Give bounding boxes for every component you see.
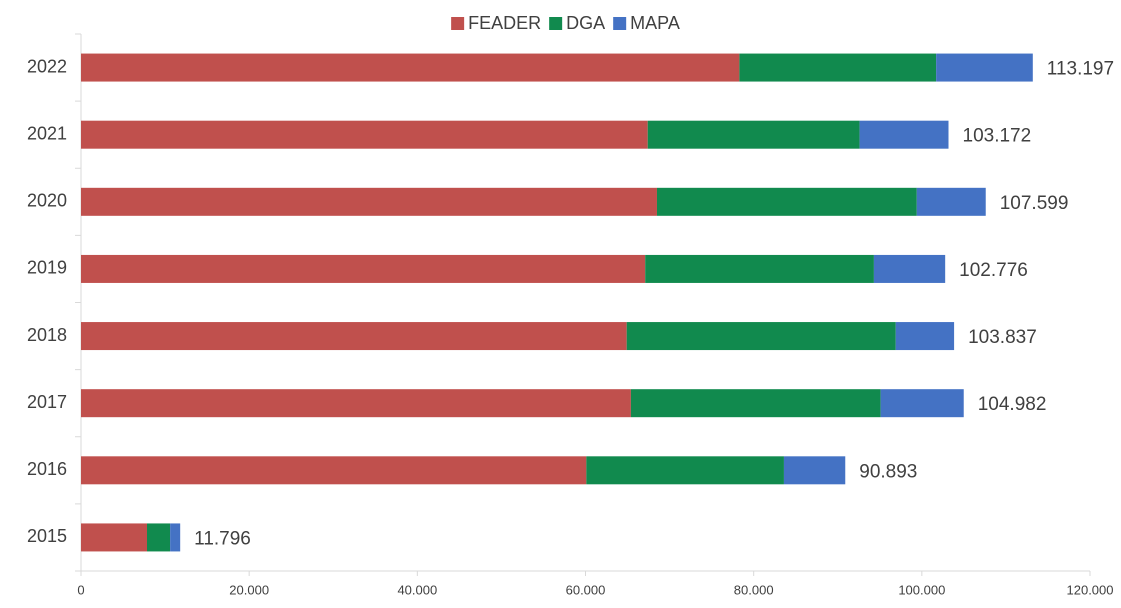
total-label: 90.893 — [859, 461, 917, 482]
total-label: 11.796 — [194, 528, 251, 549]
x-tick-label: 20.000 — [229, 582, 269, 597]
x-tick-label: 60.000 — [566, 582, 606, 597]
legend-item: FEADER — [451, 13, 541, 33]
legend-label: DGA — [566, 13, 605, 33]
x-tick-label: 0 — [77, 582, 84, 597]
y-tick-label: 2021 — [27, 123, 67, 143]
x-tick-label: 80.000 — [734, 582, 774, 597]
bar-segment — [81, 254, 646, 283]
bar-segment — [626, 322, 896, 351]
bar-segment — [916, 187, 986, 216]
y-tick-label: 2017 — [27, 392, 67, 412]
bar-segment — [859, 120, 949, 149]
total-label: 103.837 — [968, 327, 1037, 348]
bar-segment — [586, 456, 784, 485]
bar-segment — [645, 254, 874, 283]
y-tick-label: 2015 — [27, 526, 67, 546]
bar-segment — [936, 53, 1033, 82]
bar-segment — [880, 389, 964, 418]
bar-segment — [630, 389, 881, 418]
y-tick-label: 2020 — [27, 191, 67, 211]
bar-segment — [81, 187, 657, 216]
bar-segment — [739, 53, 937, 82]
bar-segment — [895, 322, 955, 351]
x-tick-label: 120.000 — [1067, 582, 1114, 597]
legend-label: MAPA — [630, 13, 680, 33]
bar-segment — [81, 322, 627, 351]
x-tick-label: 40.000 — [397, 582, 437, 597]
y-tick-label: 2022 — [27, 56, 67, 76]
bar-segment — [873, 254, 946, 283]
y-tick-label: 2019 — [27, 258, 67, 278]
bar-segment — [81, 120, 648, 149]
total-label: 103.172 — [963, 126, 1032, 147]
bar-segment — [647, 120, 860, 149]
bar-segment — [81, 456, 587, 485]
legend-label: FEADER — [468, 13, 541, 33]
bar-segment — [81, 389, 631, 418]
bar-segment — [81, 53, 740, 82]
y-tick-label: 2018 — [27, 325, 67, 345]
total-label: 102.776 — [959, 260, 1028, 281]
legend-item: MAPA — [613, 13, 680, 33]
legend-swatch — [549, 17, 563, 30]
legend-item: DGA — [549, 13, 605, 33]
legend-swatch — [613, 17, 627, 30]
y-tick-label: 2016 — [27, 459, 67, 479]
total-label: 104.982 — [978, 394, 1047, 415]
bar-segment — [656, 187, 917, 216]
bar-segment — [81, 523, 148, 552]
legend-swatch — [451, 17, 465, 30]
bar-segment — [783, 456, 846, 485]
bar-segment — [147, 523, 171, 552]
total-label: 107.599 — [1000, 193, 1069, 214]
x-tick-label: 100.000 — [898, 582, 945, 597]
bar-segment — [170, 523, 181, 552]
total-label: 113.197 — [1047, 59, 1114, 80]
